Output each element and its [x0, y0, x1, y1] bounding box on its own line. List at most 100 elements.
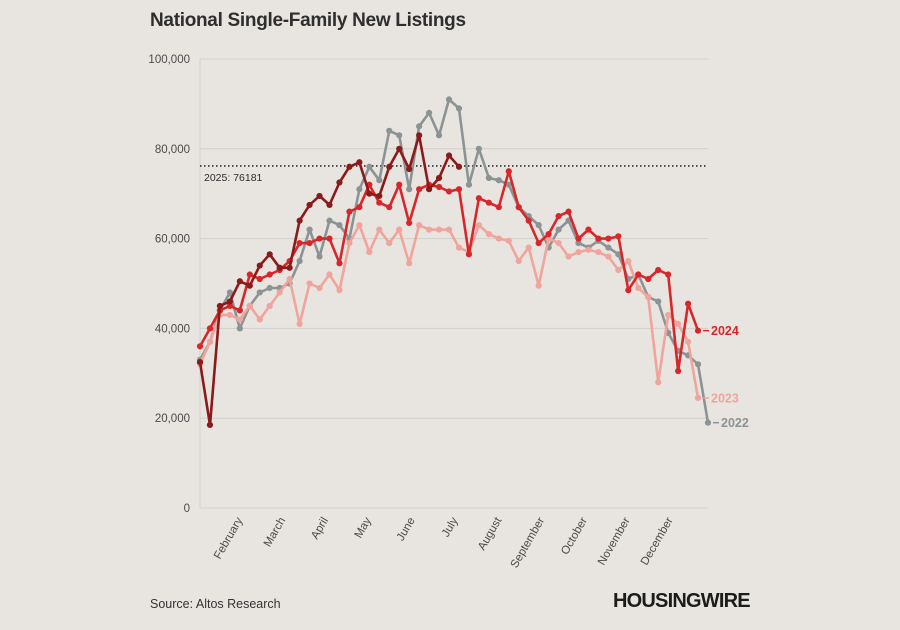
point-2024 [435, 183, 443, 191]
x-tick-label: June [395, 516, 418, 544]
point-2024 [196, 343, 204, 350]
x-tick-label: November [596, 515, 633, 567]
point-2024 [655, 266, 662, 274]
point-2023 [356, 222, 363, 229]
point-2022 [704, 419, 712, 426]
point-2024 [575, 235, 582, 242]
point-2025 [226, 298, 233, 305]
x-tick-label: August [476, 515, 505, 553]
point-2024 [694, 327, 702, 334]
series-2023 [196, 222, 702, 402]
point-2025 [196, 358, 204, 366]
point-2024 [595, 235, 602, 242]
point-2025 [306, 201, 313, 209]
point-2024 [406, 219, 413, 226]
point-2022 [236, 325, 243, 332]
point-2024 [545, 231, 552, 238]
point-2023 [286, 275, 293, 283]
point-2024 [386, 204, 393, 211]
end-label-2022: 2022 [721, 416, 749, 430]
point-2024 [356, 204, 363, 211]
point-2022 [605, 244, 612, 251]
point-2023 [206, 338, 214, 345]
point-2022 [475, 145, 483, 152]
point-2023 [296, 320, 303, 328]
x-tick-label: September [509, 515, 548, 570]
point-2023 [306, 280, 313, 287]
point-2023 [595, 248, 602, 256]
point-2024 [396, 181, 403, 188]
point-2024 [246, 271, 253, 278]
point-2022 [266, 284, 273, 292]
point-2024 [515, 204, 522, 211]
point-2023 [256, 316, 263, 323]
point-2025 [366, 190, 373, 197]
point-2023 [276, 289, 283, 296]
point-2022 [445, 96, 453, 103]
series-group [196, 96, 712, 429]
point-2025 [376, 192, 383, 200]
point-2024 [296, 239, 303, 247]
point-2023 [425, 226, 433, 233]
point-2022 [535, 222, 542, 229]
point-2022 [495, 177, 502, 184]
point-2022 [366, 163, 373, 170]
series-line-2024 [198, 170, 700, 373]
point-2024 [326, 235, 333, 242]
point-2022 [505, 181, 512, 188]
point-2025 [336, 179, 343, 186]
point-2022 [655, 298, 662, 305]
point-2023 [625, 257, 632, 265]
point-2022 [356, 186, 363, 193]
point-2025 [386, 163, 393, 170]
point-2025 [296, 217, 303, 224]
y-tick-label: 80,000 [155, 144, 190, 156]
point-2022 [296, 257, 303, 265]
y-tick-label: 60,000 [155, 234, 190, 246]
point-2023 [236, 316, 243, 323]
point-2024 [485, 199, 492, 206]
point-2023 [435, 226, 443, 233]
point-2023 [336, 287, 343, 294]
point-2025 [316, 192, 323, 200]
point-2023 [565, 253, 572, 260]
point-2024 [605, 235, 612, 242]
point-2022 [396, 132, 403, 139]
point-2023 [675, 320, 682, 328]
point-2024 [455, 186, 463, 193]
point-2023 [485, 231, 492, 238]
point-2022 [416, 123, 423, 130]
point-2022 [485, 174, 492, 182]
point-2023 [386, 239, 393, 247]
point-2022 [256, 289, 263, 296]
y-axis: 0 20,000 40,000 60,000 80,000 100,000 [148, 54, 201, 515]
y-tick-label: 40,000 [155, 323, 190, 335]
x-tick-label: April [309, 516, 331, 542]
x-tick-label: October [559, 515, 590, 557]
point-2025 [455, 163, 463, 170]
point-2024 [625, 287, 632, 294]
housingwire-logo: HOUSINGWIRE [613, 590, 751, 612]
point-2024 [535, 239, 542, 247]
point-2023 [655, 379, 662, 386]
point-2023 [396, 226, 403, 233]
point-2022 [336, 222, 343, 229]
point-2023 [694, 394, 702, 402]
point-2025 [396, 145, 403, 152]
point-2023 [605, 253, 612, 260]
end-label-2024: 2024 [711, 324, 739, 338]
point-2023 [525, 244, 532, 251]
point-2025 [276, 264, 283, 271]
point-2025 [286, 264, 293, 271]
point-2023 [366, 248, 373, 256]
point-2022 [455, 105, 463, 112]
point-2023 [376, 226, 383, 233]
point-2023 [555, 239, 562, 247]
x-tick-label: July [440, 515, 461, 539]
point-2022 [316, 253, 323, 260]
point-2024 [565, 208, 572, 215]
point-2024 [236, 307, 243, 314]
y-tick-label: 100,000 [148, 54, 190, 66]
point-2023 [585, 246, 592, 253]
